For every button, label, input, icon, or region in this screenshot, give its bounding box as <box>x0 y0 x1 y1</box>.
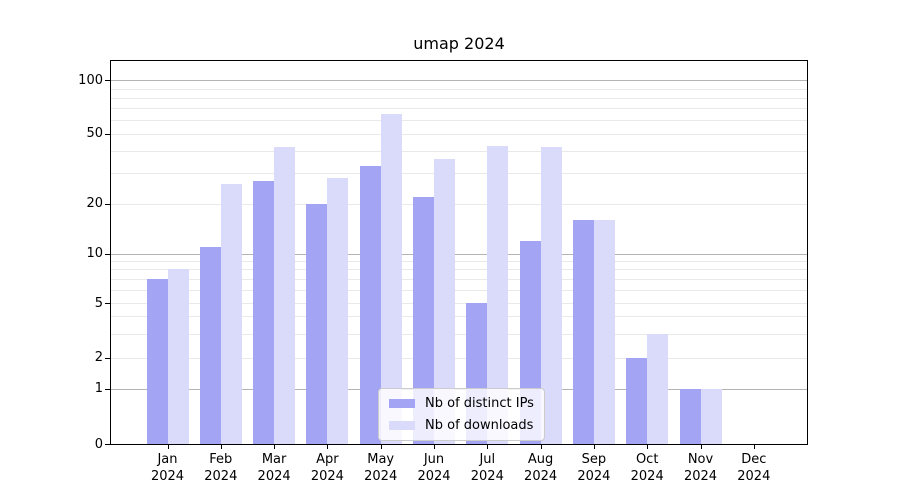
y-tick-mark <box>105 388 110 390</box>
legend-item-downloads: Nb of downloads <box>389 418 534 433</box>
x-tick-label-aug: Aug 2024 <box>524 452 558 484</box>
bar-distinct-ips-apr <box>306 203 328 444</box>
bar-downloads-jan <box>167 269 189 444</box>
bar-distinct-ips-nov <box>679 388 701 444</box>
y-tick-mark <box>105 133 110 135</box>
x-tick-label-apr: Apr 2024 <box>310 452 344 484</box>
x-tick-label-jul: Jul 2024 <box>470 452 504 484</box>
bar-distinct-ips-may <box>359 165 381 444</box>
y-tick-label: 10 <box>86 246 103 262</box>
minor-gridline <box>111 88 807 90</box>
bar-downloads-sep <box>593 219 615 444</box>
x-tick-label-jun: Jun 2024 <box>417 452 451 484</box>
x-tick-mark <box>593 445 595 449</box>
x-tick-mark <box>647 445 649 449</box>
x-tick-mark <box>167 445 169 449</box>
legend-label-distinct-ips: Nb of distinct IPs <box>425 396 534 411</box>
legend-swatch-distinct-ips <box>389 399 415 408</box>
major-gridline <box>111 253 807 255</box>
minor-gridline <box>111 172 807 174</box>
minor-gridline <box>111 119 807 121</box>
y-tick-label: 50 <box>86 126 103 142</box>
y-tick-label: 0 <box>94 436 103 452</box>
bar-distinct-ips-jun <box>413 196 434 444</box>
x-tick-label-sep: Sep 2024 <box>577 452 611 484</box>
minor-gridline <box>111 333 807 335</box>
y-tick-mark <box>105 357 110 359</box>
y-tick-label: 1 <box>94 381 103 397</box>
x-tick-mark <box>753 445 755 449</box>
bar-downloads-aug <box>540 147 562 444</box>
bar-downloads-oct <box>647 333 669 444</box>
minor-gridline <box>111 303 807 305</box>
bar-downloads-nov <box>700 388 722 444</box>
legend-label-downloads: Nb of downloads <box>425 418 534 433</box>
y-tick-label: 5 <box>94 295 103 311</box>
bar-distinct-ips-oct <box>626 357 648 444</box>
bar-distinct-ips-jan <box>146 279 168 444</box>
y-tick-mark <box>105 303 110 305</box>
minor-gridline <box>111 290 807 292</box>
plot-area: Nb of distinct IPs Nb of downloads <box>110 60 808 445</box>
bar-downloads-feb <box>220 183 242 444</box>
bar-downloads-mar <box>274 147 296 444</box>
minor-gridline <box>111 133 807 135</box>
legend: Nb of distinct IPs Nb of downloads <box>378 388 545 441</box>
y-tick-label: 2 <box>94 350 103 366</box>
x-tick-mark <box>220 445 222 449</box>
bar-downloads-apr <box>327 178 349 444</box>
y-tick-mark <box>105 80 110 82</box>
minor-gridline <box>111 151 807 153</box>
x-tick-label-feb: Feb 2024 <box>204 452 238 484</box>
minor-gridline <box>111 269 807 271</box>
x-tick-mark <box>380 445 382 449</box>
x-tick-label-nov: Nov 2024 <box>683 452 718 484</box>
x-tick-mark <box>487 445 489 449</box>
x-tick-mark <box>327 445 329 449</box>
bar-downloads-jul <box>487 145 509 444</box>
minor-gridline <box>111 316 807 318</box>
legend-item-distinct-ips: Nb of distinct IPs <box>389 396 534 411</box>
legend-swatch-downloads <box>389 421 415 430</box>
major-gridline <box>111 80 807 82</box>
y-tick-mark <box>105 253 110 255</box>
y-tick-mark <box>105 203 110 205</box>
bar-downloads-may <box>380 113 402 444</box>
minor-gridline <box>111 203 807 205</box>
minor-gridline <box>111 261 807 263</box>
y-tick-label: 100 <box>78 72 103 88</box>
y-tick-mark <box>105 444 110 445</box>
minor-gridline <box>111 107 807 109</box>
x-tick-label-mar: Mar 2024 <box>257 452 291 484</box>
x-tick-mark <box>540 445 542 449</box>
minor-gridline <box>111 357 807 359</box>
y-tick-label: 20 <box>86 196 103 212</box>
x-tick-mark <box>700 445 702 449</box>
bar-distinct-ips-feb <box>199 246 221 444</box>
chart-title: umap 2024 <box>413 34 505 53</box>
x-tick-label-oct: Oct 2024 <box>630 452 664 484</box>
x-tick-mark <box>434 445 435 449</box>
x-tick-label-jan: Jan 2024 <box>150 452 185 484</box>
x-tick-label-may: May 2024 <box>364 452 398 484</box>
x-tick-mark <box>274 445 276 449</box>
x-tick-label-dec: Dec 2024 <box>737 452 771 484</box>
bar-downloads-jun <box>434 159 455 444</box>
bar-distinct-ips-sep <box>572 219 594 444</box>
minor-gridline <box>111 97 807 99</box>
minor-gridline <box>111 279 807 281</box>
bar-distinct-ips-mar <box>253 181 275 444</box>
